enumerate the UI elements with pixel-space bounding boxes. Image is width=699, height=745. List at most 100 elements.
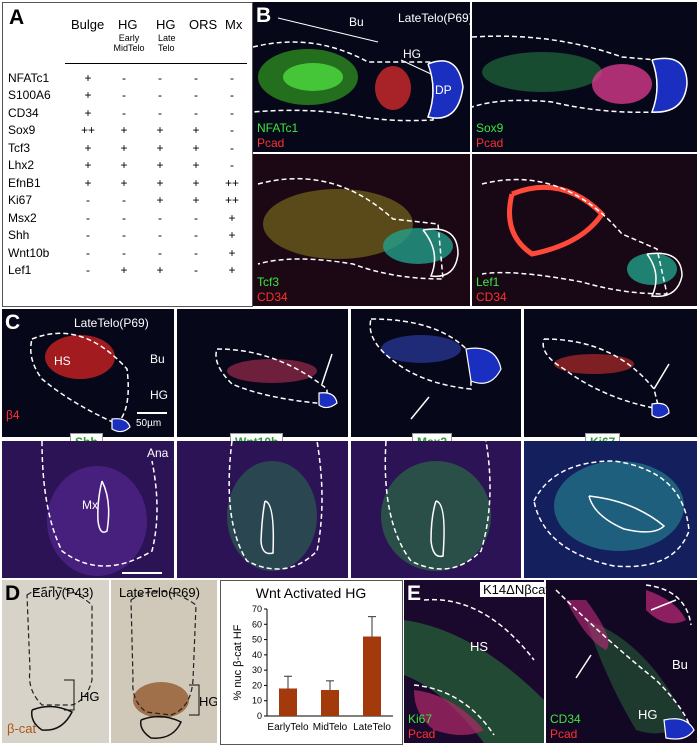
label-hg: HG [638, 707, 658, 722]
row-marker-name: Sox9 [8, 123, 36, 138]
table-cell: - [158, 245, 162, 260]
stain-green: Sox9 [476, 121, 504, 135]
row-marker-name: S100A6 [8, 88, 51, 103]
table-cell: - [86, 263, 90, 278]
col-sub-early-midtelo: Early MidTelo [113, 33, 145, 53]
follicle-outline-c8 [524, 441, 697, 578]
y-axis-label: % nuc β-cat HF [232, 624, 244, 700]
panel-b-lef1: Lef1 CD34 [472, 154, 697, 306]
table-cell: + [192, 123, 200, 138]
row-marker-name: Lhx2 [8, 158, 35, 173]
x-tick-label: MidTelo [313, 722, 348, 733]
stain-green: Lef1 [476, 275, 500, 289]
table-cell: + [120, 123, 128, 138]
table-row: Msx2 - - - - + [8, 209, 250, 227]
table-cell: - [194, 245, 198, 260]
table-cell: - [158, 88, 162, 103]
col-header-ors: ORS [189, 17, 218, 32]
table-row: CD34 + - - - - [8, 104, 250, 122]
table-cell: - [230, 123, 234, 138]
table-cell: - [230, 105, 234, 120]
follicle-outline-c6 [177, 441, 348, 578]
col-header-bulge: Bulge [71, 17, 105, 32]
panel-c-b4-shh-top: C LateTelo(P69) Bu HS HG β4 50µm [2, 309, 174, 437]
table-cell: - [230, 70, 234, 85]
table-cell: - [230, 140, 234, 155]
bar-midtelo [321, 690, 339, 716]
table-cell: + [84, 105, 92, 120]
bar-latetelo [363, 636, 381, 716]
row-marker-name: Shh [8, 228, 30, 243]
row-marker-name: NFATc1 [8, 70, 50, 85]
table-cell: - [158, 228, 162, 243]
follicle-outline-e2 [546, 580, 697, 743]
stain-green: CD34 [550, 712, 581, 726]
table-row: Sox9 ++ + + + - [8, 122, 250, 140]
panel-b-title: LateTelo(P69) [398, 11, 470, 25]
table-cell: + [192, 158, 200, 173]
follicle-outline-c1 [30, 332, 167, 433]
table-cell: + [228, 228, 236, 243]
table-cell: + [84, 88, 92, 103]
label-hg: HG [403, 47, 421, 61]
row-marker-name: CD34 [8, 105, 39, 120]
panel-e-title: K14ΔNβcat [480, 582, 553, 597]
panel-d-early: D Early(P43) HG β-cat [2, 580, 109, 743]
table-cell: - [86, 210, 90, 225]
table-cell: + [228, 245, 236, 260]
table-cell: - [122, 210, 126, 225]
label-early-p43: Early(P43) [32, 585, 94, 600]
label-bu: Bu [672, 657, 688, 672]
table-cell: ++ [224, 193, 239, 208]
panel-b-nfatc1: B Bu LateTelo(P69) HG DP NFATc1 Pcad [253, 2, 470, 152]
stain-red: Pcad [550, 727, 578, 741]
y-tick-label: 70 [252, 604, 262, 614]
table-cell: ++ [80, 123, 95, 138]
table-row: S100A6 + - - - - [8, 87, 250, 105]
follicle-outline-c4 [542, 338, 670, 419]
follicle-outline-b1 [253, 17, 464, 122]
row-marker-name: EfnB1 [8, 175, 41, 190]
table-cell: + [192, 175, 200, 190]
table-cell: + [120, 158, 128, 173]
col-header-mx: Mx [225, 17, 243, 32]
panel-c-wnt10b-top [177, 309, 348, 437]
table-cell: - [122, 105, 126, 120]
table-cell: - [122, 245, 126, 260]
table-cell: + [228, 263, 236, 278]
label-dp: DP [435, 83, 452, 97]
table-row: Lef1 - + + - + [8, 262, 250, 280]
stain-red: Pcad [408, 727, 436, 741]
panel-c-shh-bottom: Ana Mx [2, 441, 174, 578]
table-row: Lhx2 + + + + - [8, 157, 250, 175]
panel-b-sox9: Sox9 Pcad [472, 2, 697, 152]
col-header-hg-late: HG [156, 17, 176, 32]
x-tick-label: LateTelo [353, 722, 391, 733]
table-cell: + [156, 193, 164, 208]
wnt-bar-chart: Wnt Activated HG 0 10 20 30 40 50 60 70 % nuc β-c… [232, 585, 393, 733]
scale-bar-label: 50µm [136, 418, 162, 429]
follicle-outline-b4 [472, 154, 697, 306]
label-hs: HS [54, 354, 71, 368]
stain-green: Tcf3 [257, 275, 280, 289]
panel-b-tcf3: Tcf3 CD34 [253, 154, 470, 306]
follicle-outline-b3 [253, 154, 470, 306]
stain-green: Ki67 [408, 712, 433, 726]
panel-e-cd34: Bu HG CD34 Pcad [546, 580, 697, 743]
table-cell: + [156, 175, 164, 190]
col-header-hg-early: HG [118, 17, 138, 32]
y-tick-label: 20 [252, 680, 262, 690]
table-cell: - [194, 70, 198, 85]
wnt-chart-box: Wnt Activated HG 0 10 20 30 40 50 60 70 % nuc β-c… [220, 580, 403, 745]
table-cell: + [156, 140, 164, 155]
y-tick-label: 50 [252, 635, 262, 645]
table-cell: + [120, 175, 128, 190]
y-tick-label: 0 [257, 711, 262, 721]
panel-e-ki67: E HS Ki67 Pcad [404, 580, 544, 743]
table-cell: + [228, 210, 236, 225]
panel-b-letter: B [256, 4, 272, 27]
table-cell: + [84, 175, 92, 190]
panel-c-title: LateTelo(P69) [74, 316, 149, 330]
table-cell: + [192, 193, 200, 208]
panel-e-letter: E [407, 582, 422, 605]
